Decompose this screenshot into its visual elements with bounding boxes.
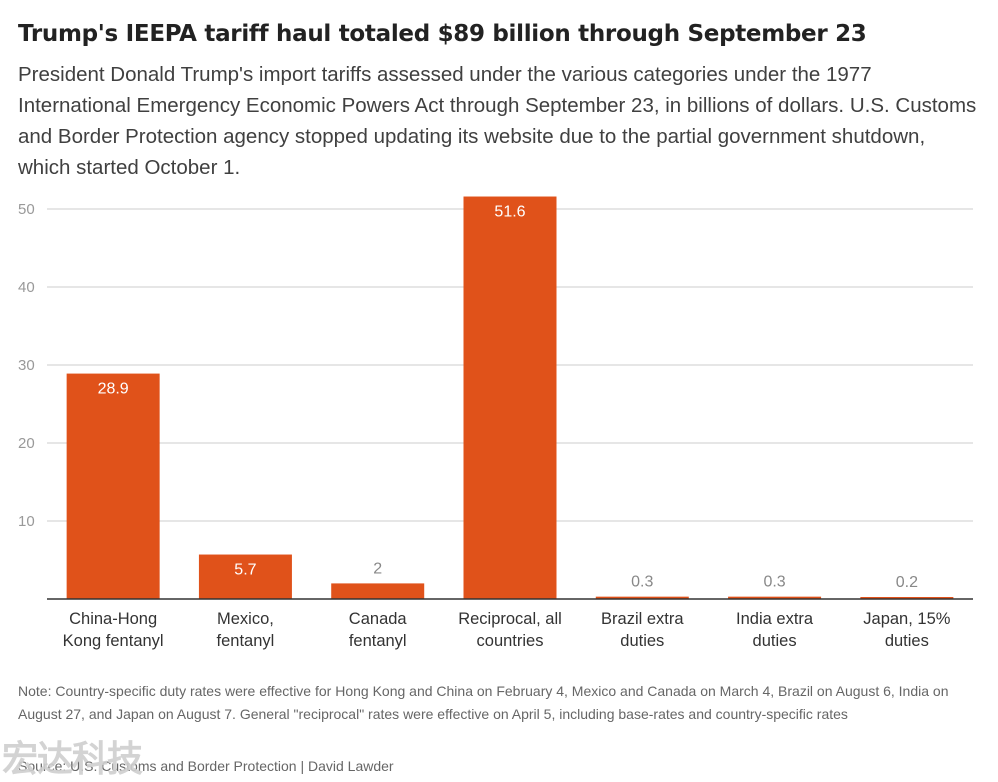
bar-value-label: 2 [373,560,382,577]
bar [595,596,689,599]
bar-value-label: 0.2 [896,574,918,591]
bar [331,583,425,599]
y-tick-label: 40 [18,279,35,296]
bar-value-label: 5.7 [234,562,256,579]
bar [198,554,292,599]
x-tick-label: duties [753,632,797,650]
x-tick-label: duties [620,632,664,650]
x-tick-label: fentanyl [349,632,407,650]
chart-note: Note: Country-specific duty rates were e… [18,683,949,722]
x-tick-label: India extra [736,610,814,628]
chart-subtitle: President Donald Trump's import tariffs … [18,63,977,179]
x-tick-label: Brazil extra [601,610,684,628]
watermark-logo: 宏达科技 [2,739,143,780]
bar-chart: 10 20 30 40 50 28.9 China-Hong Kong fentanyl 5.7… [18,196,973,650]
x-tick-label: China-Hong [69,610,157,628]
x-tick-label: Mexico, [217,610,274,628]
bar [728,596,822,599]
x-tick-label: countries [477,632,544,650]
bar [860,597,954,599]
y-tick-label: 30 [18,357,35,374]
bar-value-label: 0.3 [631,574,653,591]
bar-value-label: 28.9 [98,381,129,398]
y-tick-label: 10 [18,513,35,530]
x-tick-label: Canada [349,610,408,628]
bar [66,373,160,599]
y-tick-label: 20 [18,435,35,452]
bar [463,196,557,599]
x-tick-label: Reciprocal, all [458,610,562,628]
x-tick-label: duties [885,632,929,650]
bar-value-label: 0.3 [763,574,785,591]
x-tick-label: fentanyl [217,632,275,650]
chart-source: Source: U.S. Customs and Border Protecti… [18,758,394,774]
x-tick-label: Kong fentanyl [63,632,164,650]
bar-value-label: 51.6 [494,204,525,221]
y-tick-label: 50 [18,201,35,218]
x-tick-label: Japan, 15% [863,610,950,628]
chart-title: Trump's IEEPA tariff haul totaled $89 bi… [18,21,867,47]
